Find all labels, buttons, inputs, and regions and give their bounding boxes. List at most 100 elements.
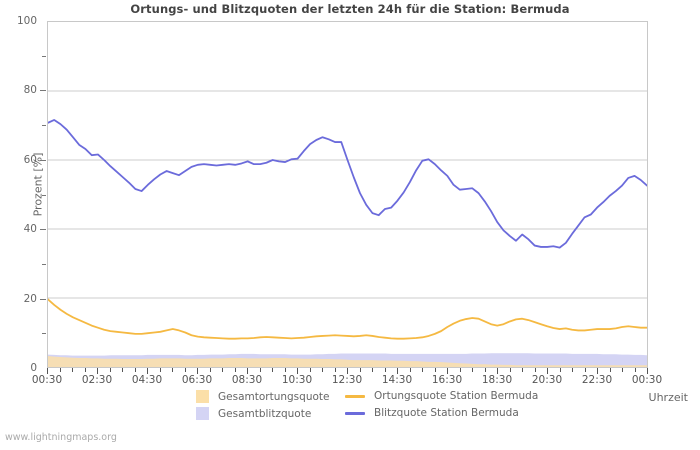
legend-label: Gesamtblitzquote	[218, 407, 312, 420]
x-tick	[347, 368, 348, 374]
x-tick	[297, 368, 298, 374]
x-tick-minor	[534, 368, 536, 372]
chart-canvas	[48, 90, 647, 367]
x-tick-minor	[309, 368, 311, 372]
x-tick-minor	[109, 368, 111, 372]
legend-item-ortungsquote-station: Ortungsquote Station Bermuda	[345, 390, 538, 402]
chart-legend: Gesamtortungsquote Ortungsquote Station …	[0, 390, 700, 422]
x-tick-minor	[134, 368, 136, 372]
x-tick	[247, 368, 248, 374]
x-tick-label: 08:30	[231, 374, 263, 386]
legend-swatch-line	[345, 411, 365, 415]
x-tick-minor	[484, 368, 486, 372]
x-tick-minor	[372, 368, 373, 372]
x-tick-minor	[609, 368, 611, 372]
y-tick-label: 80	[23, 84, 37, 97]
y-tick-label: 20	[23, 292, 37, 305]
plot-area	[47, 21, 648, 368]
y-tick-label: 0	[30, 362, 37, 374]
y-tick-minor	[42, 333, 46, 335]
x-tick	[597, 368, 598, 374]
x-axis-labels: 00:30 02:30 04:30 06:30 08:30 10:30 12:30 14:30…	[0, 374, 700, 388]
line-ortungsquote-station	[48, 299, 647, 338]
legend-swatch-box	[196, 390, 209, 403]
x-tick	[447, 368, 448, 374]
x-tick-minor	[222, 368, 223, 372]
x-tick-minor	[184, 368, 186, 372]
x-tick-minor	[522, 368, 523, 372]
x-tick	[497, 368, 498, 374]
y-axis: Prozent [%] 0 20 40 60 80 100	[0, 0, 46, 390]
x-axis-ticks	[47, 368, 648, 375]
x-tick-label: 00:30	[31, 374, 63, 386]
legend-item-gesamtblitzquote: Gesamtblitzquote	[196, 407, 311, 420]
line-blitzquote-station	[48, 120, 647, 248]
legend-item-gesamtortungsquote: Gesamtortungsquote	[196, 390, 329, 403]
x-tick-minor	[259, 368, 261, 372]
x-tick-label: 22:30	[581, 374, 613, 386]
legend-swatch-box	[196, 407, 209, 420]
x-tick	[97, 368, 98, 374]
x-tick-minor	[509, 368, 511, 372]
chart-title: Ortungs- und Blitzquoten der letzten 24h…	[130, 2, 570, 16]
y-tick	[40, 229, 46, 231]
y-tick-minor	[42, 125, 46, 127]
x-tick-minor	[272, 368, 273, 372]
y-tick	[40, 298, 46, 300]
legend-swatch-line	[345, 394, 365, 398]
x-axis-title: Uhrzeit	[648, 391, 688, 404]
legend-label: Blitzquote Station Bermuda	[374, 407, 519, 419]
x-tick-minor	[84, 368, 86, 372]
x-tick-minor	[572, 368, 573, 372]
x-tick-minor	[472, 368, 473, 372]
legend-item-blitzquote-station: Blitzquote Station Bermuda	[345, 407, 519, 419]
x-tick-minor	[422, 368, 423, 372]
x-tick-label: 06:30	[181, 374, 213, 386]
x-tick-minor	[234, 368, 236, 372]
y-tick-label: 60	[23, 153, 37, 166]
x-tick-minor	[559, 368, 561, 372]
x-tick-minor	[384, 368, 386, 372]
x-tick-minor	[209, 368, 211, 372]
x-tick-minor	[622, 368, 623, 372]
x-tick-label: 14:30	[381, 374, 413, 386]
x-tick-label: 18:30	[481, 374, 513, 386]
x-tick-minor	[59, 368, 61, 372]
x-tick	[647, 368, 648, 374]
x-tick-minor	[322, 368, 323, 372]
y-tick	[40, 159, 46, 161]
x-tick-minor	[459, 368, 461, 372]
y-tick-minor	[42, 263, 46, 265]
x-tick-label: 04:30	[131, 374, 163, 386]
x-tick	[197, 368, 198, 374]
watermark: www.lightningmaps.org	[5, 432, 117, 443]
x-tick	[47, 368, 48, 374]
x-tick	[547, 368, 548, 374]
y-tick-label: 100	[16, 15, 37, 27]
x-tick-minor	[159, 368, 161, 372]
x-tick-minor	[359, 368, 361, 372]
legend-label: Ortungsquote Station Bermuda	[374, 390, 539, 402]
y-tick-label: 40	[23, 223, 37, 236]
x-tick-minor	[72, 368, 73, 372]
y-tick	[40, 90, 46, 92]
x-tick-minor	[409, 368, 411, 372]
x-tick-label: 12:30	[331, 374, 363, 386]
x-tick-label: 00:30	[631, 374, 663, 386]
x-tick-label: 02:30	[81, 374, 113, 386]
x-tick-minor	[172, 368, 173, 372]
x-tick-minor	[634, 368, 636, 372]
x-tick-minor	[434, 368, 436, 372]
x-tick-label: 10:30	[281, 374, 313, 386]
x-tick	[397, 368, 398, 374]
y-tick-minor	[42, 55, 46, 57]
x-tick-minor	[584, 368, 586, 372]
x-tick-minor	[122, 368, 123, 372]
x-tick-minor	[284, 368, 286, 372]
legend-label: Gesamtortungsquote	[218, 390, 330, 403]
x-tick	[147, 368, 148, 374]
x-tick-minor	[334, 368, 336, 372]
y-tick-minor	[42, 194, 46, 196]
area-gesamtortungsquote	[48, 355, 647, 367]
